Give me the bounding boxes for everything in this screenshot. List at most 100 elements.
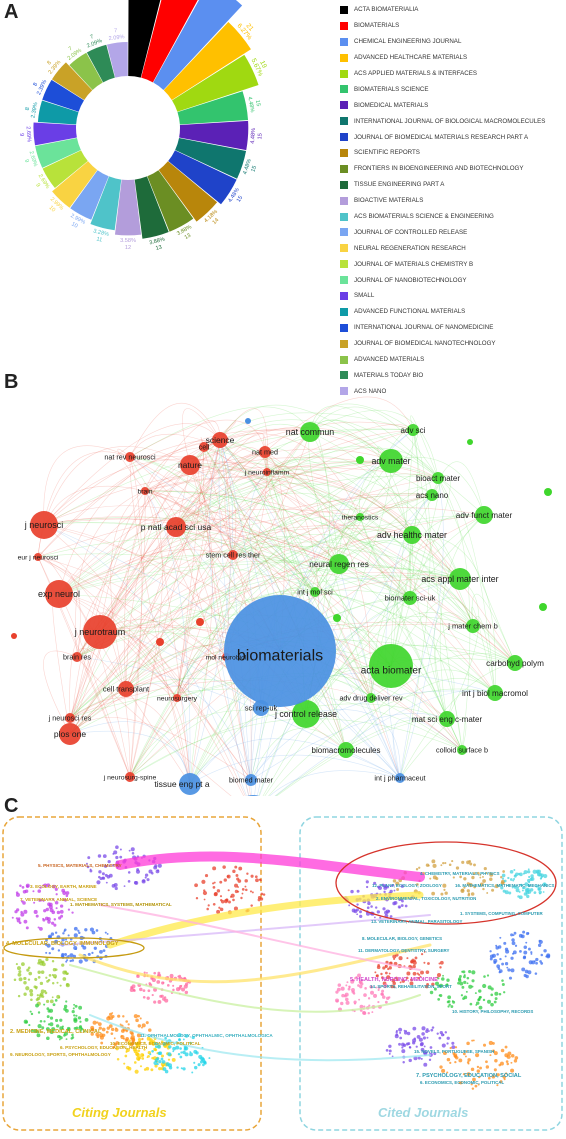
network-node-neurosurgery xyxy=(173,694,181,702)
network-edge xyxy=(43,466,439,526)
network-edge xyxy=(219,439,401,779)
map-dot xyxy=(49,908,54,913)
network-edge xyxy=(129,709,307,778)
network-edge xyxy=(69,640,392,719)
map-dot xyxy=(165,1062,170,1067)
rose-segment-materials-today-bio xyxy=(86,44,115,83)
map-dot xyxy=(519,949,522,953)
network-edge xyxy=(309,410,439,479)
network-node-int-j-mol-sci xyxy=(310,587,320,597)
network-label-j-neurosurg-spine: j neurosurg-spine xyxy=(103,774,157,781)
network-edge xyxy=(232,536,340,565)
map-dot xyxy=(84,1017,89,1022)
legend-item-tissue-engineering-part-a: TISSUE ENGINEERING PART A xyxy=(340,177,564,193)
map-dot xyxy=(133,1014,138,1019)
map-dot xyxy=(495,946,499,950)
map-dot xyxy=(457,978,462,983)
map-dot xyxy=(426,983,430,986)
map-dot xyxy=(373,916,376,919)
network-edge xyxy=(69,464,191,719)
map-dot xyxy=(172,1050,175,1053)
network-edge xyxy=(99,475,439,633)
legend-swatch xyxy=(340,21,348,30)
legend-swatch xyxy=(340,196,348,205)
map-dot xyxy=(153,1047,157,1051)
map-dot xyxy=(230,893,235,898)
network-node-minor xyxy=(539,603,547,611)
map-dot xyxy=(96,880,101,885)
map-dot xyxy=(46,1015,50,1019)
map-dot xyxy=(59,909,64,914)
map-dot xyxy=(448,1003,451,1006)
network-node-minor xyxy=(156,638,164,646)
network-edge xyxy=(117,448,146,492)
map-dot xyxy=(422,1036,426,1040)
map-dot xyxy=(177,1032,182,1038)
map-dot xyxy=(471,1087,475,1090)
map-dot xyxy=(512,879,515,882)
legend-item-small: SMALL xyxy=(340,288,564,304)
map-dot xyxy=(25,986,30,991)
map-dot xyxy=(402,1061,405,1064)
network-edge xyxy=(125,550,234,690)
map-dot xyxy=(61,963,65,967)
network-edge xyxy=(266,471,516,664)
map-dot xyxy=(479,1066,482,1070)
map-dot xyxy=(44,990,47,993)
network-label-int-j-biol-macromol: int j biol macromol xyxy=(462,689,528,698)
network-edge xyxy=(338,540,461,580)
map-dot xyxy=(51,996,54,999)
map-dot xyxy=(98,875,101,879)
map-dot xyxy=(73,1003,76,1006)
map-dot xyxy=(465,1050,468,1053)
legend-swatch xyxy=(340,371,348,380)
map-dot xyxy=(262,893,266,896)
map-dot xyxy=(18,970,22,974)
network-edge xyxy=(69,494,433,719)
map-dot xyxy=(208,1057,211,1060)
map-dot xyxy=(494,1059,498,1063)
map-dot xyxy=(11,916,14,919)
map-dot xyxy=(500,1048,505,1053)
map-dot xyxy=(470,892,475,896)
cited-cluster-label: 2. ENVIRONMENTAL, TOXICOLOGY, NUTRITION xyxy=(376,896,476,901)
map-dot xyxy=(63,928,67,932)
map-dot xyxy=(523,950,528,955)
map-dot xyxy=(413,959,417,963)
legend-item-materials-today-bio: MATERIALS TODAY BIO xyxy=(340,367,564,383)
map-dot xyxy=(123,1062,126,1065)
map-dot xyxy=(219,895,223,898)
network-edge xyxy=(219,439,392,667)
map-dot xyxy=(479,873,482,876)
map-dot xyxy=(420,970,424,975)
map-dot xyxy=(415,1045,418,1048)
map-dot xyxy=(407,1042,411,1046)
network-edge xyxy=(176,446,205,699)
network-edge xyxy=(76,460,392,658)
map-dot xyxy=(460,994,464,997)
map-dot xyxy=(454,1061,457,1064)
network-edge xyxy=(69,717,252,781)
map-dot xyxy=(62,977,67,981)
map-dot xyxy=(463,980,467,985)
network-edge xyxy=(176,673,463,751)
map-dot xyxy=(496,1084,499,1087)
network-edge xyxy=(129,455,340,565)
map-dot xyxy=(181,987,186,992)
legend-swatch xyxy=(340,37,348,46)
network-label-biomaterials: biomaterials xyxy=(237,648,323,665)
map-dot xyxy=(115,1047,119,1051)
map-dot xyxy=(47,920,51,924)
network-edge xyxy=(144,429,311,492)
map-dot xyxy=(446,978,450,982)
map-dot xyxy=(30,998,33,1002)
map-dot xyxy=(25,926,29,930)
map-dot xyxy=(451,860,454,863)
rose-segment-acs-applied-materials-interfaces xyxy=(172,54,259,112)
map-dot xyxy=(104,931,107,934)
map-dot xyxy=(380,992,384,996)
map-dot xyxy=(431,1026,435,1029)
map-dot xyxy=(385,971,388,975)
network-node-exp-neurol xyxy=(45,580,73,608)
map-dot xyxy=(475,1001,480,1005)
